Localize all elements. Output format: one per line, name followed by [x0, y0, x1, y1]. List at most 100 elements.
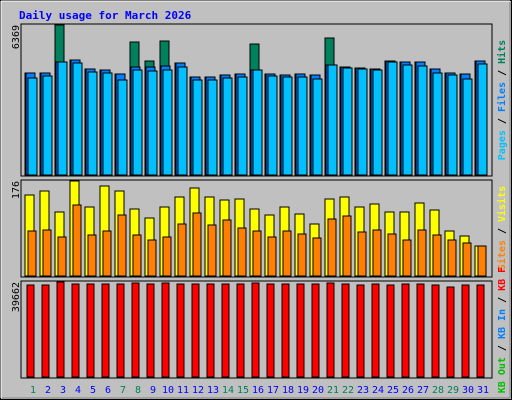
visits-sites-sites-bar: [387, 233, 397, 277]
day-label: 22: [342, 385, 354, 396]
hits-files-pages-pages-bar: [222, 77, 233, 176]
legend-item: KB In: [497, 309, 508, 339]
hits-files-pages-pages-bar: [372, 69, 383, 176]
day-label: 1: [30, 385, 36, 396]
hits-files-pages-pages-bar: [162, 69, 173, 176]
legend-separator: /: [497, 222, 508, 240]
kbytes-kb-f-bar: [311, 283, 320, 378]
day-label: 6: [105, 385, 111, 396]
kbytes-kb-f-bar: [356, 284, 365, 378]
visits-sites-legend: Sites / Visits: [496, 186, 508, 270]
legend-separator: /: [497, 112, 508, 130]
day-label: 15: [237, 385, 249, 396]
visits-sites-sites-bar: [147, 239, 157, 277]
hits-files-pages-pages-bar: [402, 64, 413, 176]
visits-sites-sites-bar: [87, 234, 97, 277]
visits-sites-sites-bar: [342, 215, 352, 277]
visits-sites-sites-bar: [297, 233, 307, 277]
hits-files-pages-pages-bar: [462, 78, 473, 176]
visits-sites-sites-bar: [207, 224, 217, 277]
day-label: 5: [90, 385, 96, 396]
day-label: 28: [432, 385, 444, 396]
hits-files-pages-pages-bar: [27, 77, 38, 176]
day-label: 17: [267, 385, 279, 396]
hits-files-pages-pages-bar: [147, 70, 158, 176]
kbytes-kb-f-bar: [101, 283, 110, 378]
day-label: 10: [162, 385, 174, 396]
hits-files-pages-pages-bar: [477, 63, 488, 176]
hits-files-pages-pages-bar: [297, 76, 308, 176]
day-label: 31: [477, 385, 489, 396]
kbytes-kb-f-bar: [41, 284, 50, 378]
hits-files-pages-pages-bar: [417, 65, 428, 176]
visits-sites-sites-bar: [42, 229, 52, 277]
hits-files-pages-legend: Pages / Files / Hits: [496, 40, 508, 160]
day-label: 2: [45, 385, 51, 396]
visits-sites-sites-bar: [357, 231, 367, 277]
day-label: 8: [135, 385, 141, 396]
day-label: 25: [387, 385, 399, 396]
visits-sites-sites-bar: [327, 218, 337, 277]
day-label: 27: [417, 385, 429, 396]
kbytes-kb-f-bar: [131, 282, 140, 378]
kbytes-kb-f-bar: [461, 284, 470, 378]
day-labels: 1 2 3 4 5 6 7 8 9 10 11 12 13 14 15 16 17 18 19 20 21 22 23 24 2…: [30, 385, 489, 396]
hits-files-pages-pages-bar: [207, 79, 218, 176]
kbytes-kb-f-bar: [56, 281, 65, 378]
kbytes-legend: KB Out / KB In / KB F: [497, 267, 508, 393]
hits-files-pages-pages-bar: [237, 76, 248, 176]
hits-files-pages-pages-bar: [312, 78, 323, 176]
hits-files-pages-pages-bar: [72, 62, 83, 176]
kbytes-kb-f-bar: [86, 283, 95, 378]
hits-files-pages-pages-bar: [57, 61, 68, 176]
day-label: 3: [60, 385, 66, 396]
visits-sites-sites-bar: [132, 234, 142, 277]
kbytes-kb-f-bar: [26, 284, 35, 378]
hits-files-pages-pages-bar: [387, 61, 398, 176]
visits-sites-sites-bar: [252, 230, 262, 277]
kbytes-kb-f-bar: [401, 283, 410, 378]
bars-layer: [24, 24, 488, 378]
hits-files-pages-pages-bar: [87, 71, 98, 176]
visits-sites-sites-bar: [237, 227, 247, 277]
hits-files-pages-pages-bar: [177, 66, 188, 176]
hits-files-pages-pages-bar: [102, 72, 113, 176]
visits-sites-sites-bar: [417, 229, 427, 277]
hits-files-pages-ymax-label: 6369: [11, 25, 22, 49]
hits-files-pages-pages-bar: [357, 68, 368, 176]
visits-sites-sites-bar: [312, 237, 322, 277]
day-label: 23: [357, 385, 369, 396]
hits-files-pages-pages-bar: [327, 64, 338, 176]
visits-sites-ymax-label: 176: [11, 181, 22, 199]
visits-sites-sites-bar: [27, 230, 37, 277]
hits-files-pages-pages-bar: [342, 67, 353, 176]
day-label: 4: [75, 385, 81, 396]
legend-item: KB F: [497, 267, 508, 291]
hits-files-pages-pages-bar: [132, 69, 143, 176]
day-label: 7: [120, 385, 126, 396]
day-label: 26: [402, 385, 414, 396]
day-label: 12: [192, 385, 204, 396]
kbytes-kb-f-bar: [146, 283, 155, 378]
day-label: 20: [312, 385, 324, 396]
day-label: 13: [207, 385, 219, 396]
legend-separator: /: [497, 64, 508, 82]
kbytes-kb-f-bar: [251, 282, 260, 378]
kbytes-kb-f-bar: [176, 283, 185, 378]
visits-sites-sites-bar: [192, 212, 202, 277]
legend-item: Pages: [497, 130, 508, 160]
kbytes-kb-f-bar: [341, 283, 350, 378]
visits-sites-sites-bar: [402, 239, 412, 277]
legend-separator: /: [497, 291, 508, 309]
hits-files-pages-pages-bar: [282, 76, 293, 176]
ymax-labels: 6369 176 39662: [11, 25, 22, 312]
visits-sites-sites-bar: [177, 223, 187, 277]
kbytes-ymax-label: 39662: [11, 282, 22, 312]
kbytes-kb-f-bar: [476, 284, 485, 378]
visits-sites-sites-bar: [447, 239, 457, 277]
day-label: 14: [222, 385, 234, 396]
kbytes-kb-f-bar: [416, 283, 425, 378]
kbytes-kb-f-bar: [221, 283, 230, 378]
kbytes-kb-f-bar: [266, 283, 275, 378]
